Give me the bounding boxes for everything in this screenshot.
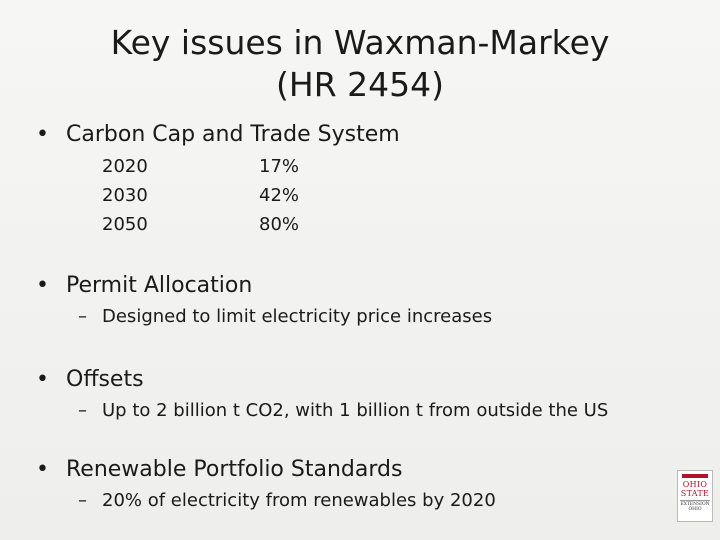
cap-year: 2030 — [102, 185, 148, 206]
bullet-dot: • — [36, 457, 49, 482]
bullet-label: Offsets — [66, 367, 144, 392]
bullet-cap-and-trade: • Carbon Cap and Trade System — [36, 121, 400, 149]
bullet-dot: • — [36, 367, 49, 392]
cap-value: 17% — [259, 156, 300, 177]
cap-schedule-table: 2020 17% 2030 42% 2050 80% — [102, 152, 299, 239]
sub-bullet-renewable-standards: –20% of electricity from renewables by 2… — [78, 489, 496, 513]
logo-text-line: OHIO — [688, 507, 702, 512]
logo-text-line: OHIO — [682, 480, 708, 489]
cap-value: 42% — [259, 185, 300, 206]
logo-text-line: EXTENSION — [680, 500, 710, 507]
slide-title: Key issues in Waxman-Markey (HR 2454) — [60, 22, 660, 106]
cap-row: 2030 42% — [102, 181, 299, 210]
bullet-renewable-standards: • Renewable Portfolio Standards — [36, 456, 402, 484]
sub-bullet-offsets: – Up to 2 billion t CO2, with 1 billion t… — [78, 399, 608, 423]
sub-bullet-text: Designed to limit electricity price incr… — [102, 306, 493, 327]
sub-bullet-dash: – — [78, 490, 87, 511]
sub-bullet-dash: – — [78, 306, 87, 327]
cap-row: 2050 80% — [102, 210, 299, 239]
ohio-state-extension-logo: OHIO STATE EXTENSION OHIO — [677, 470, 713, 522]
sub-bullet-text: 20% of electricity from renewables by 20… — [102, 490, 496, 511]
sub-bullet-dash: – — [78, 400, 87, 421]
slide-title-line-1: Key issues in Waxman-Markey — [110, 23, 610, 62]
slide-title-line-2: (HR 2454) — [276, 65, 444, 104]
bullet-dot: • — [36, 273, 49, 298]
bullet-permit-allocation: • Permit Allocation — [36, 272, 252, 300]
bullet-label: Carbon Cap and Trade System — [66, 122, 400, 147]
bullet-label: Permit Allocation — [66, 273, 253, 298]
logo-text-line: STATE — [680, 489, 710, 498]
logo-accent-bar — [682, 474, 708, 478]
cap-value: 80% — [259, 214, 300, 235]
sub-bullet-permit-allocation: – Designed to limit electricity price inc… — [78, 305, 492, 329]
cap-year: 2050 — [102, 214, 148, 235]
bullet-label: Renewable Portfolio Standards — [66, 457, 403, 482]
bullet-offsets: • Offsets — [36, 366, 144, 394]
sub-bullet-text: Up to 2 billion t CO2, with 1 billion t … — [102, 400, 609, 421]
bullet-dot: • — [36, 122, 49, 147]
cap-row: 2020 17% — [102, 152, 299, 181]
cap-year: 2020 — [102, 156, 148, 177]
